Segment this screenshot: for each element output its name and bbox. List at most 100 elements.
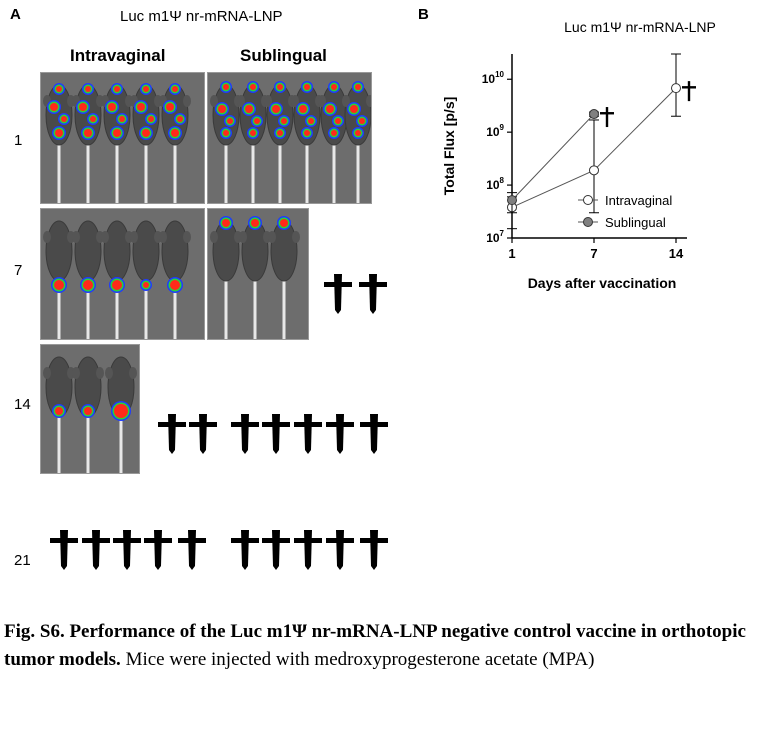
signal-spot (304, 84, 310, 90)
data-point-sublingual (507, 195, 517, 206)
cross-marker (294, 530, 322, 570)
signal-spot (250, 84, 256, 90)
signal-spot (227, 118, 233, 124)
cross-bar (178, 538, 206, 543)
mouse-paw (342, 95, 350, 107)
y-tick-label: 108 (486, 176, 504, 192)
y-tick-exponent: 9 (500, 123, 505, 132)
chart-title: Luc m1Ψ nr-mRNA-LNP (564, 19, 716, 35)
signal-spot (84, 407, 92, 415)
cross-marker (326, 414, 354, 454)
cross-bar (262, 422, 290, 427)
mouse-body (45, 220, 73, 282)
mouse-paw (264, 95, 272, 107)
cross-bar (82, 538, 110, 543)
data-point-intravaginal (671, 83, 681, 94)
cross-marker (189, 414, 217, 454)
cross-bar (231, 422, 259, 427)
signal-spot (299, 105, 307, 113)
signal-spot (90, 116, 96, 122)
cross-marker (231, 414, 259, 454)
cross-marker (360, 414, 388, 454)
mouse-paw (159, 231, 167, 243)
signal-spot (350, 105, 358, 113)
signal-spot (277, 84, 283, 90)
signal-spot (254, 118, 260, 124)
signal-spot (113, 129, 121, 137)
cross-stem (241, 414, 249, 454)
legend-marker (583, 195, 593, 205)
cross-stem (92, 530, 100, 570)
cross-bar (144, 538, 172, 543)
signal-spot (331, 130, 337, 136)
imaging-photo-sublingual-day1 (207, 72, 372, 204)
signal-spot (223, 130, 229, 136)
signal-spot (359, 118, 365, 124)
cross-bar (294, 422, 322, 427)
cross-marker (360, 530, 388, 570)
series-line-sublingual (511, 113, 595, 201)
cross-stem (272, 530, 280, 570)
signal-spot (326, 105, 334, 113)
signal-spot (280, 219, 288, 227)
cross-marker (158, 414, 186, 454)
y-tick-label: 107 (486, 229, 504, 245)
imaging-photo-sublingual-day7 (207, 208, 309, 340)
column-header-intravaginal: Intravaginal (70, 46, 166, 65)
signal-spot (222, 219, 230, 227)
cross-bar (113, 538, 141, 543)
cross-stem (304, 414, 312, 454)
signal-spot (119, 116, 125, 122)
mouse-paw (101, 231, 109, 243)
mouse-paw (130, 231, 138, 243)
mouse-paw (183, 231, 191, 243)
cross-marker (262, 530, 290, 570)
day-label-21: 21 (14, 552, 31, 569)
signal-spot (55, 129, 63, 137)
y-tick-label: 109 (486, 123, 504, 139)
mouse-paw (43, 367, 51, 379)
signal-spot (143, 86, 149, 92)
mouse-body (74, 220, 102, 282)
signal-spot (355, 130, 361, 136)
y-tick-exponent: 8 (500, 176, 505, 185)
signal-spot (55, 407, 63, 415)
signal-spot (56, 86, 62, 92)
y-axis-label: Total Flux [p/s] (441, 97, 457, 196)
caption-text: Mice were injected with medroxyprogester… (120, 649, 595, 670)
x-tick-label: 1 (508, 246, 515, 261)
cross-stem (304, 530, 312, 570)
panel-a-title: Luc m1Ψ nr-mRNA-LNP (120, 8, 283, 25)
cross-bar (326, 538, 354, 543)
y-tick-exponent: 10 (495, 70, 504, 79)
cross-marker (82, 530, 110, 570)
signal-spot (277, 130, 283, 136)
cross-bar (682, 86, 696, 89)
mouse-body (103, 220, 131, 282)
cross-marker (144, 530, 172, 570)
cross-bar (231, 538, 259, 543)
caption-title: Fig. S6. Performance of the Luc m1Ψ nr-m… (4, 621, 746, 670)
cross-stem (687, 81, 691, 102)
signal-spot (355, 84, 361, 90)
signal-spot (112, 280, 122, 290)
signal-spot (281, 118, 287, 124)
cross-bar (600, 112, 614, 115)
cross-stem (272, 414, 280, 454)
imaging-photo-intravaginal-day7 (40, 208, 205, 340)
day-label-7: 7 (14, 262, 23, 279)
y-tick-exponent: 7 (500, 229, 505, 238)
figure-caption: Fig. S6. Performance of the Luc m1Ψ nr-m… (4, 618, 770, 674)
cross-bar (324, 282, 352, 287)
signal-spot (114, 404, 128, 418)
signal-spot (148, 116, 154, 122)
cross-marker (359, 274, 387, 314)
cross-marker (294, 414, 322, 454)
signal-spot (170, 280, 180, 290)
cross-bar (359, 282, 387, 287)
mouse-paw (129, 367, 137, 379)
cross-bar (360, 538, 388, 543)
signal-spot (335, 118, 341, 124)
mouse-paw (268, 231, 276, 243)
